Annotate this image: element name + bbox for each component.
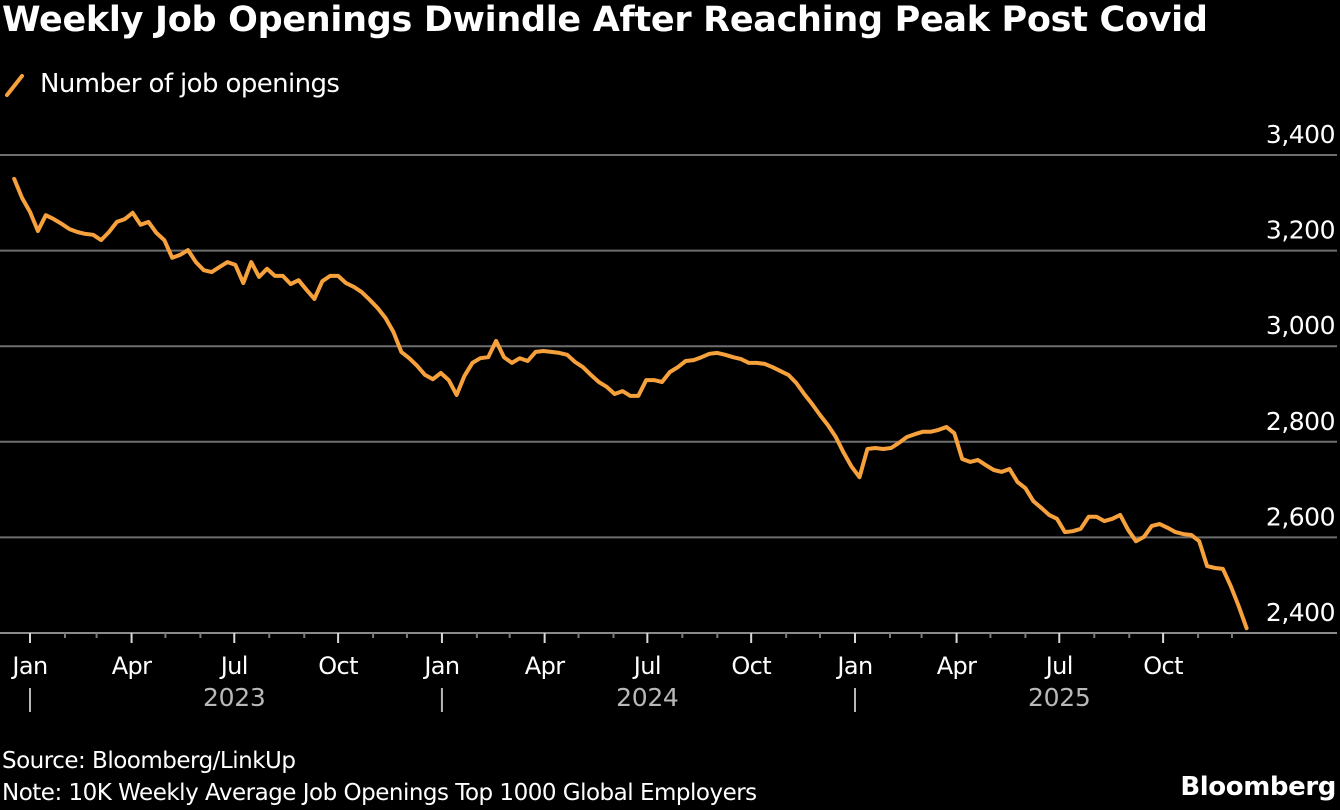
legend-label: Number of job openings [40, 69, 340, 99]
x-tick-label: Jul [219, 652, 248, 680]
bloomberg-logo: Bloomberg [1180, 772, 1336, 802]
footnote: Note: 10K Weekly Average Job Openings To… [2, 780, 757, 806]
x-tick-label: Oct [318, 652, 358, 680]
y-tick-label: 3,000 [1266, 311, 1335, 340]
x-tick-label: Oct [731, 652, 771, 680]
y-axis-labels: 3,400 3,200 3,000 2,800 2,600 2,400 [1266, 120, 1336, 627]
legend: Number of job openings [4, 66, 340, 102]
legend-line-icon [4, 69, 26, 99]
x-tick-label: Apr [937, 652, 977, 680]
gridlines [0, 154, 1337, 634]
y-tick-label: 2,400 [1266, 598, 1335, 627]
x-tick-label: Jan [10, 652, 47, 680]
x-tick-label: Apr [525, 652, 565, 680]
x-year-label: 2023 [203, 683, 265, 712]
x-axis: Jan Apr Jul Oct Jan Apr Jul Oct Jan Apr Jul Oct 2023… [10, 633, 1233, 712]
series-layer [12, 176, 1249, 631]
chart-title: Weekly Job Openings Dwindle After Reachi… [2, 0, 1208, 40]
x-tick-label: Jan [422, 652, 459, 680]
x-tick-label: Apr [112, 652, 152, 680]
series-line-job-openings [12, 176, 1249, 631]
x-year-label: 2024 [616, 683, 678, 712]
source-note: Source: Bloomberg/LinkUp [2, 748, 296, 774]
y-tick-label: 3,400 [1266, 120, 1335, 149]
x-tick-label: Jul [1044, 652, 1073, 680]
x-tick-label: Jul [632, 652, 661, 680]
y-tick-label: 3,200 [1266, 216, 1335, 245]
x-tick-label: Oct [1143, 652, 1183, 680]
x-year-label: 2025 [1028, 683, 1090, 712]
y-tick-label: 2,800 [1266, 407, 1335, 436]
x-tick-label: Jan [835, 652, 872, 680]
y-tick-label: 2,600 [1266, 502, 1335, 531]
